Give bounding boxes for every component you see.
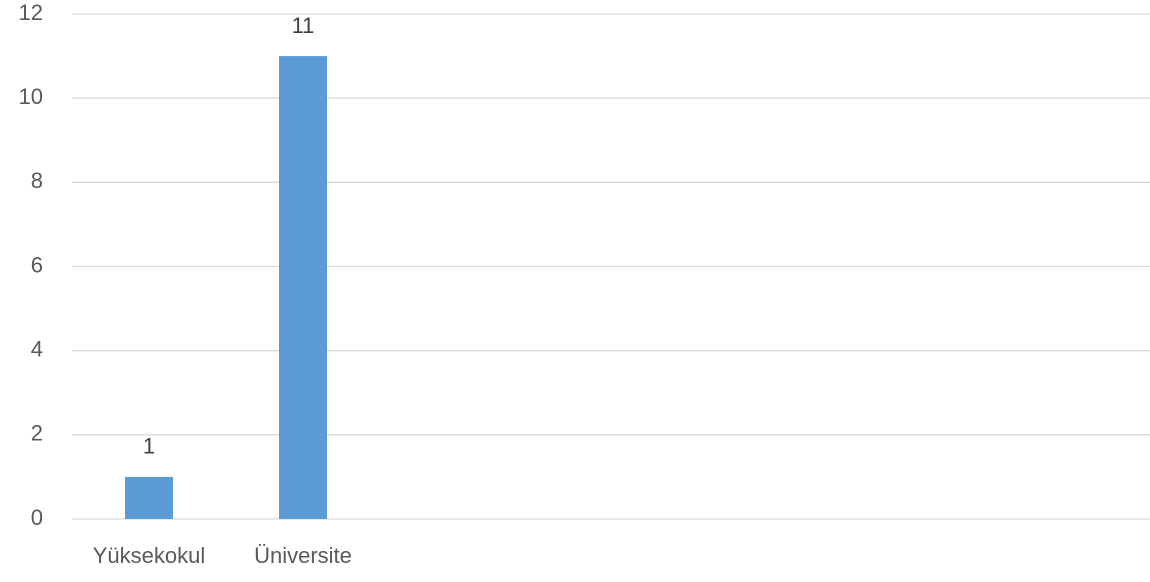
x-tick-label: Yüksekokul	[93, 543, 206, 568]
y-tick-label: 12	[19, 0, 43, 25]
y-tick-label: 6	[31, 252, 43, 277]
bar	[279, 56, 327, 519]
y-tick-label: 0	[31, 505, 43, 530]
x-tick-label: Üniversite	[254, 543, 352, 568]
y-tick-label: 4	[31, 336, 43, 361]
y-tick-label: 8	[31, 168, 43, 193]
y-tick-label: 10	[19, 84, 43, 109]
data-label: 11	[292, 13, 315, 38]
data-label: 1	[143, 434, 155, 459]
bar	[125, 476, 173, 519]
y-tick-label: 2	[31, 421, 43, 446]
